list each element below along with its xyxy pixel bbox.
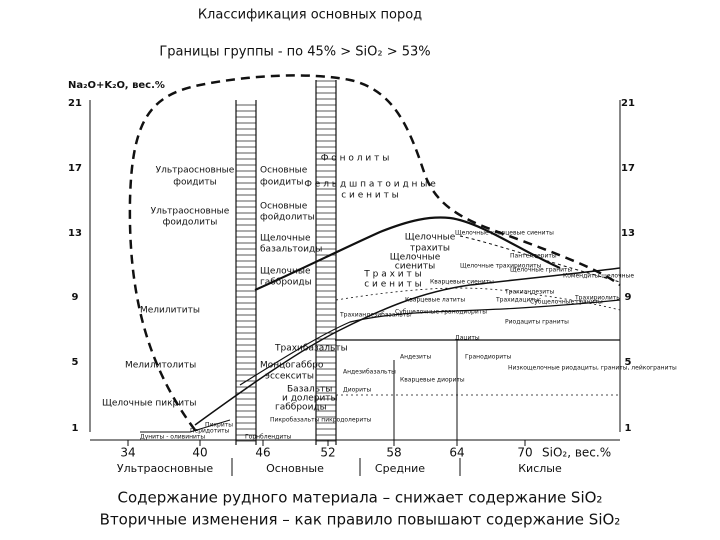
field-label: базальтоиды <box>260 245 322 255</box>
small-label: Низкощелочные риодациты, граниты, лейког… <box>508 365 677 372</box>
axes <box>89 100 621 441</box>
small-label: Горнблендиты <box>245 434 292 441</box>
field-label: Ультраосновные <box>151 207 230 217</box>
field-label: Щелочные <box>405 233 456 243</box>
field-label: Щелочные <box>260 234 311 244</box>
x-tick-label: 34 <box>120 446 135 460</box>
x-tick-label: 58 <box>386 446 401 460</box>
band <box>316 80 336 445</box>
small-label: Дациты <box>455 335 480 342</box>
y-axis-label: Na₂O+K₂O, вес.% <box>68 80 165 91</box>
field-label: Трахибазальты <box>274 344 348 354</box>
small-labels: Щелочные кварцевые сиениты Пантеллериты … <box>140 230 677 441</box>
field-label: Ультраосновные <box>156 166 235 176</box>
small-label: Гранодиориты <box>465 354 512 361</box>
bands <box>235 80 337 445</box>
group-label: Кислые <box>518 462 562 475</box>
small-label: Кварцевые латиты <box>405 297 465 304</box>
y-tick-label: 13 <box>621 228 635 239</box>
small-label: Пантеллериты <box>510 253 557 260</box>
field-label: Щелочные пикриты <box>102 399 196 409</box>
small-label: Комендиты щелочные <box>563 273 634 280</box>
y-tick-label: 5 <box>72 357 79 368</box>
y-tick-label: 21 <box>621 98 635 109</box>
y-tick-label: 1 <box>625 423 632 434</box>
field-label: и долериты <box>282 394 338 404</box>
boundaries <box>128 74 621 445</box>
field-label: Мелилитолиты <box>125 361 196 371</box>
small-label: Андезибазальты <box>343 369 396 376</box>
small-label: Андезиты <box>400 354 431 361</box>
field-label: Щелочные <box>390 253 441 263</box>
small-label: Трахириолиты <box>574 295 621 302</box>
field-label: фоидиты <box>260 178 303 188</box>
small-label: Субщелочные гранодиориты <box>395 309 487 316</box>
footer-line: Содержание рудного материала – снижает с… <box>118 489 603 507</box>
small-label: Диориты <box>343 387 371 394</box>
small-label: Пикриты <box>205 422 233 429</box>
x-tick-label: 46 <box>255 446 270 460</box>
field-label: с и е н и т ы <box>364 280 422 290</box>
y-tick-label: 9 <box>625 292 632 303</box>
field-label: эссекситы <box>265 372 314 382</box>
small-label: Щелочные кварцевые сиениты <box>455 230 554 237</box>
small-label: Риодациты граниты <box>505 319 569 326</box>
x-tick-label: 70 <box>517 446 532 460</box>
y-tick-label: 13 <box>68 228 82 239</box>
field-label: Базальты <box>287 385 332 395</box>
small-label: Щелочные граниты <box>510 267 573 274</box>
y-tick-label: 5 <box>625 357 632 368</box>
small-label: Трахидациты <box>495 297 539 304</box>
field-label: Ф о н о л и т ы <box>321 154 390 164</box>
field-label: фоидиты <box>173 178 216 188</box>
small-label: Щелочные трахириолиты <box>460 263 542 270</box>
footer-line: Вторичные изменения – как правило повыша… <box>100 511 621 529</box>
group-label: Основные <box>266 462 324 475</box>
y-tick-label: 21 <box>68 98 82 109</box>
field-label: габброиды <box>275 403 327 413</box>
field-label: трахиты <box>410 244 450 254</box>
y-tick-label: 17 <box>68 163 82 174</box>
x-tick-label: 64 <box>449 446 464 460</box>
field-label: Т р а х и т ы <box>363 270 421 280</box>
group-label: Средние <box>375 462 425 475</box>
field-label: Монцогаббро <box>260 361 324 371</box>
x-axis-label: SiO₂, вес.% <box>542 446 611 460</box>
x-tick-label: 40 <box>192 446 207 460</box>
small-label: Дуниты - оливиниты <box>140 434 205 441</box>
field-label: Щелочные <box>260 267 311 277</box>
small-label: Перидотиты <box>190 428 230 435</box>
field-label: с и е н и т ы <box>341 191 399 201</box>
x-tick-label: 52 <box>320 446 335 460</box>
small-label: Кварцевые сиениты <box>430 279 494 286</box>
field-label: Основные <box>260 202 308 212</box>
field-label: Основные <box>260 166 308 176</box>
small-label: Кварцевые диориты <box>400 377 465 384</box>
y-tick-label: 9 <box>72 292 79 303</box>
y-tick-label: 17 <box>621 163 635 174</box>
small-label: Субщелочные граниты <box>530 299 603 306</box>
field-label: фойдолиты <box>260 213 315 223</box>
band <box>236 100 256 445</box>
field-label: сиениты <box>395 262 435 272</box>
field-label: Мелилититы <box>140 306 200 316</box>
small-label: Пикробазальты пикродолериты <box>270 417 372 424</box>
field-labels: Ф о н о л и т ы Ультраосновные фоидиты О… <box>102 154 456 413</box>
field-label: фоидолиты <box>163 218 218 228</box>
subtitle: Границы группы - по 45% > SiO₂ > 53% <box>159 45 430 60</box>
group-label: Ультраосновные <box>117 462 213 475</box>
small-label: Трахиандезиты <box>504 289 555 296</box>
y-tick-label: 1 <box>72 423 79 434</box>
small-label: Трахиандезибазальты <box>339 312 411 319</box>
title: Классификация основных пород <box>198 8 422 23</box>
field-label: габброиды <box>260 278 312 288</box>
field-label: Ф е л ь д ш п а т о и д н ы е <box>304 180 436 190</box>
